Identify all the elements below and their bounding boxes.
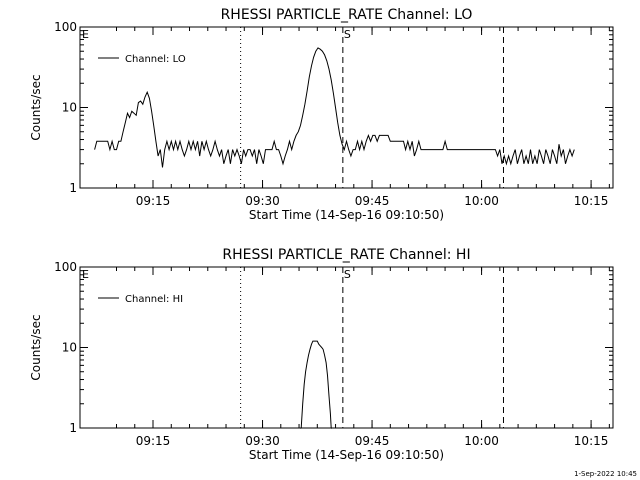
- y-tick-label: 100: [54, 20, 77, 34]
- x-tick-label: 09:30: [245, 434, 280, 448]
- x-tick-label: 09:15: [136, 434, 171, 448]
- marker-label: E: [82, 28, 89, 41]
- legend-label: Channel: LO: [125, 54, 186, 65]
- x-tick-label: 10:00: [464, 434, 499, 448]
- plot-frame: [79, 266, 614, 429]
- y-axis-label: Counts/sec: [29, 314, 43, 380]
- x-tick-label: 10:15: [574, 434, 609, 448]
- x-axis-label: Start Time (14-Sep-16 09:10:50): [249, 448, 444, 462]
- marker-label: S: [344, 28, 351, 41]
- y-tick-label: 1: [69, 421, 77, 435]
- x-tick-label: 09:45: [355, 194, 390, 208]
- marker-label: E: [82, 268, 89, 281]
- chart-title: RHESSI PARTICLE_RATE Channel: LO: [221, 7, 473, 23]
- x-axis-label: Start Time (14-Sep-16 09:10:50): [249, 208, 444, 222]
- x-tick-label: 10:15: [574, 194, 609, 208]
- legend-label: Channel: HI: [125, 294, 183, 305]
- x-tick-label: 09:15: [136, 194, 171, 208]
- series-line: [94, 47, 575, 168]
- y-tick-label: 100: [54, 260, 77, 274]
- footer-timestamp: 1-Sep-2022 10:45: [574, 470, 637, 478]
- panel-hi: RHESSI PARTICLE_RATE Channel: HI 1 10 100 09…: [29, 247, 614, 462]
- series-line: [300, 340, 333, 429]
- y-axis-label: Counts/sec: [29, 74, 43, 140]
- chart-title: RHESSI PARTICLE_RATE Channel: HI: [222, 247, 470, 263]
- y-tick-label: 10: [62, 101, 77, 115]
- y-tick-label: 1: [69, 181, 77, 195]
- marker-label: S: [344, 268, 351, 281]
- panel-lo: RHESSI PARTICLE_RATE Channel: LO 1 10 100 09…: [29, 7, 614, 222]
- x-tick-label: 09:30: [245, 194, 280, 208]
- y-tick-label: 10: [62, 341, 77, 355]
- x-tick-label: 10:00: [464, 194, 499, 208]
- x-tick-label: 09:45: [355, 434, 390, 448]
